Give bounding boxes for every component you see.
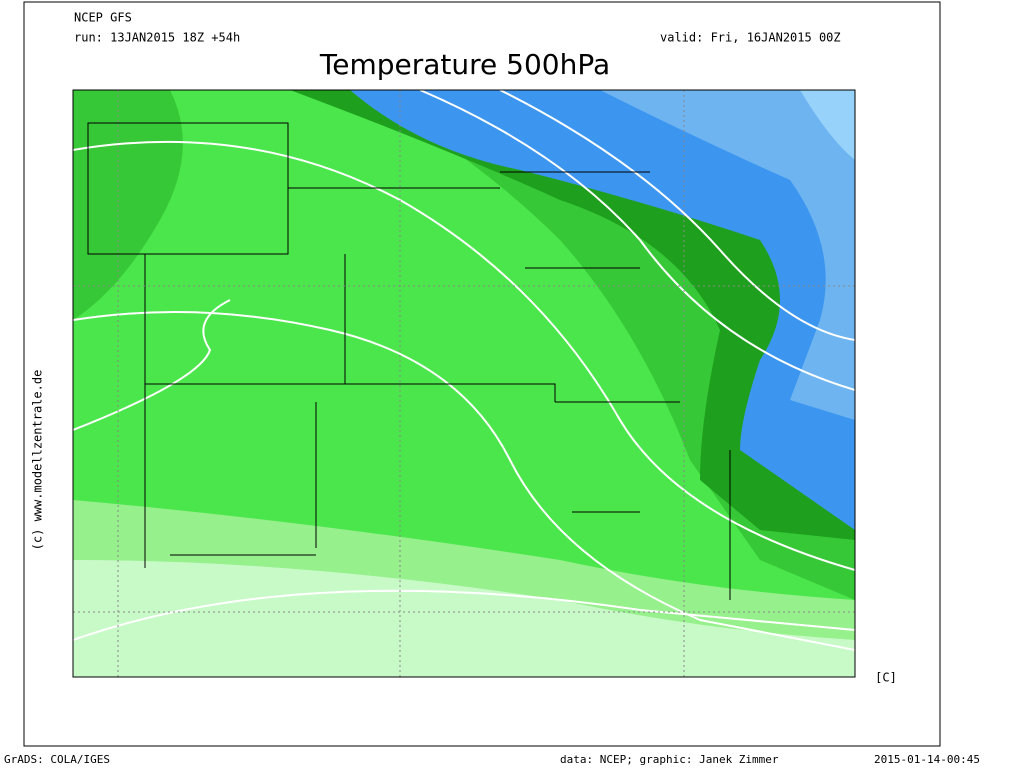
- watermark: (c) www.modellzentrale.de: [31, 370, 45, 551]
- footer-center: data: NCEP; graphic: Janek Zimmer: [560, 753, 779, 766]
- valid: valid: Fri, 16JAN2015 00Z: [660, 31, 841, 45]
- map: [73, 90, 855, 677]
- title: Temperature 500hPa: [319, 48, 610, 81]
- frame: [23, 1, 941, 747]
- footer-left: GrADS: COLA/IGES: [4, 753, 110, 766]
- colorbar-unit: [C]: [875, 671, 897, 685]
- model: NCEP GFS: [74, 11, 132, 25]
- run: run: 13JAN2015 18Z +54h: [74, 31, 240, 45]
- footer-right: 2015-01-14-00:45: [874, 753, 980, 766]
